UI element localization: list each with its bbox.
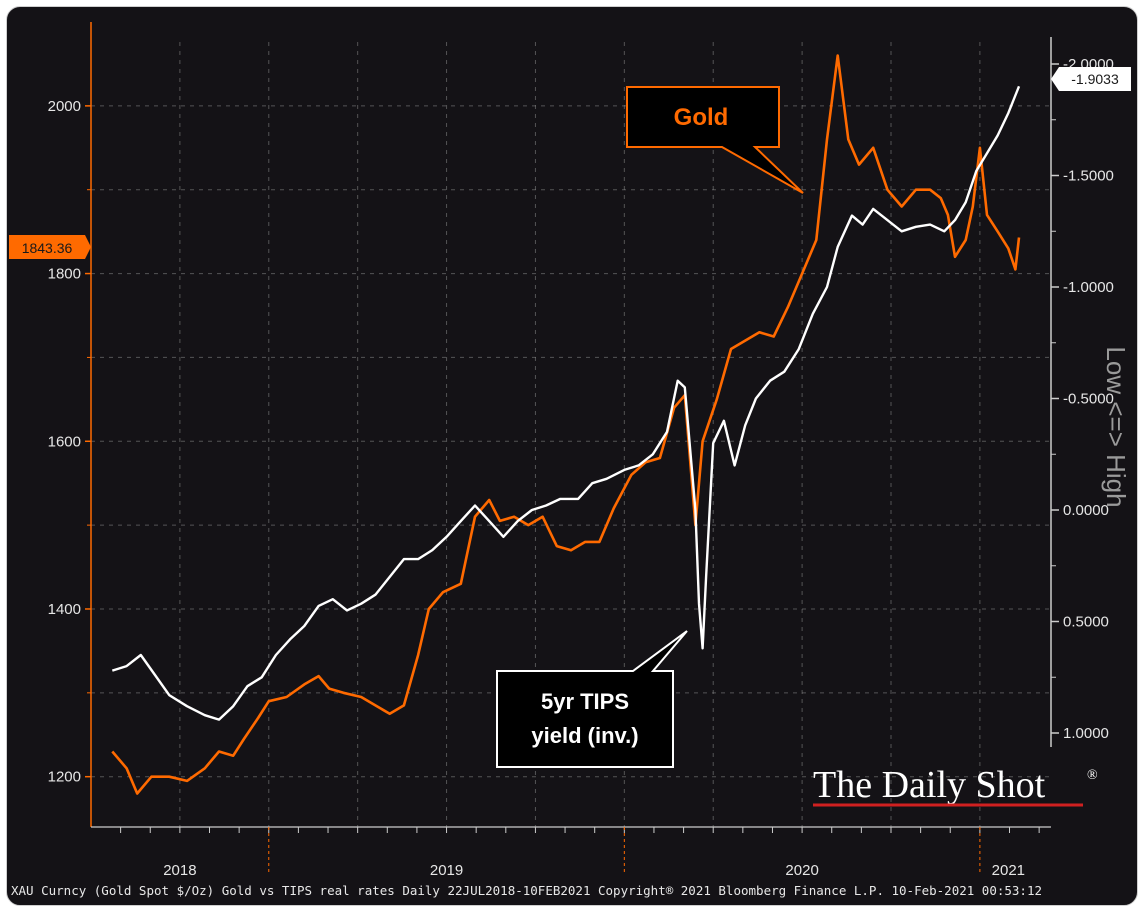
watermark-text: The Daily Shot — [813, 764, 1046, 806]
x-tick-label: 2018 — [163, 862, 196, 879]
gold-callout: Gold — [626, 86, 804, 194]
watermark: The Daily Shot ® — [813, 764, 1098, 807]
left-tick-label: 1200 — [48, 769, 81, 786]
right-tick-label: -1.0000 — [1063, 279, 1114, 296]
x-axis-ticks: 2018 2019 2020 2021 — [120, 827, 1040, 879]
x-tick-label: 2019 — [430, 862, 463, 879]
right-tick-label: -1.5000 — [1063, 168, 1114, 185]
right-tick-label: 0.0000 — [1063, 502, 1109, 519]
tips-last-value-tag: -1.9033 — [1051, 67, 1131, 91]
tips-callout-line1: 5yr TIPS — [541, 689, 629, 714]
left-axis-ticks: 1200 1400 1600 1800 2000 — [48, 98, 91, 786]
chart-frame: 1200 1400 1600 1800 2000 -2.0000 -1.5000 -1.00… — [6, 6, 1138, 906]
gold-last-value-tag: 1843.36 — [9, 235, 91, 259]
left-tick-label: 2000 — [48, 98, 81, 115]
x-tick-label: 2020 — [785, 862, 818, 879]
watermark-registered-mark: ® — [1087, 768, 1098, 783]
gold-last-value: 1843.36 — [22, 240, 73, 256]
right-tick-label: 0.5000 — [1063, 614, 1109, 631]
x-tick-label: 2021 — [992, 862, 1025, 879]
right-tick-label: -0.5000 — [1063, 391, 1114, 408]
gold-series-line — [111, 54, 1021, 795]
tips-series-line — [111, 85, 1021, 721]
chart-footer: XAU Curncy (Gold Spot $/Oz) Gold vs TIPS… — [11, 883, 1042, 898]
left-tick-label: 1800 — [48, 266, 81, 283]
left-tick-label: 1600 — [48, 433, 81, 450]
right-tick-label: 1.0000 — [1063, 725, 1109, 742]
gold-callout-text: Gold — [674, 104, 729, 131]
right-axis-label: Low <=> High — [1101, 346, 1131, 507]
left-tick-label: 1400 — [48, 601, 81, 618]
tips-callout: 5yr TIPS yield (inv.) — [496, 630, 688, 768]
tips-callout-line2: yield (inv.) — [531, 723, 638, 748]
tips-last-value: -1.9033 — [1071, 71, 1119, 87]
